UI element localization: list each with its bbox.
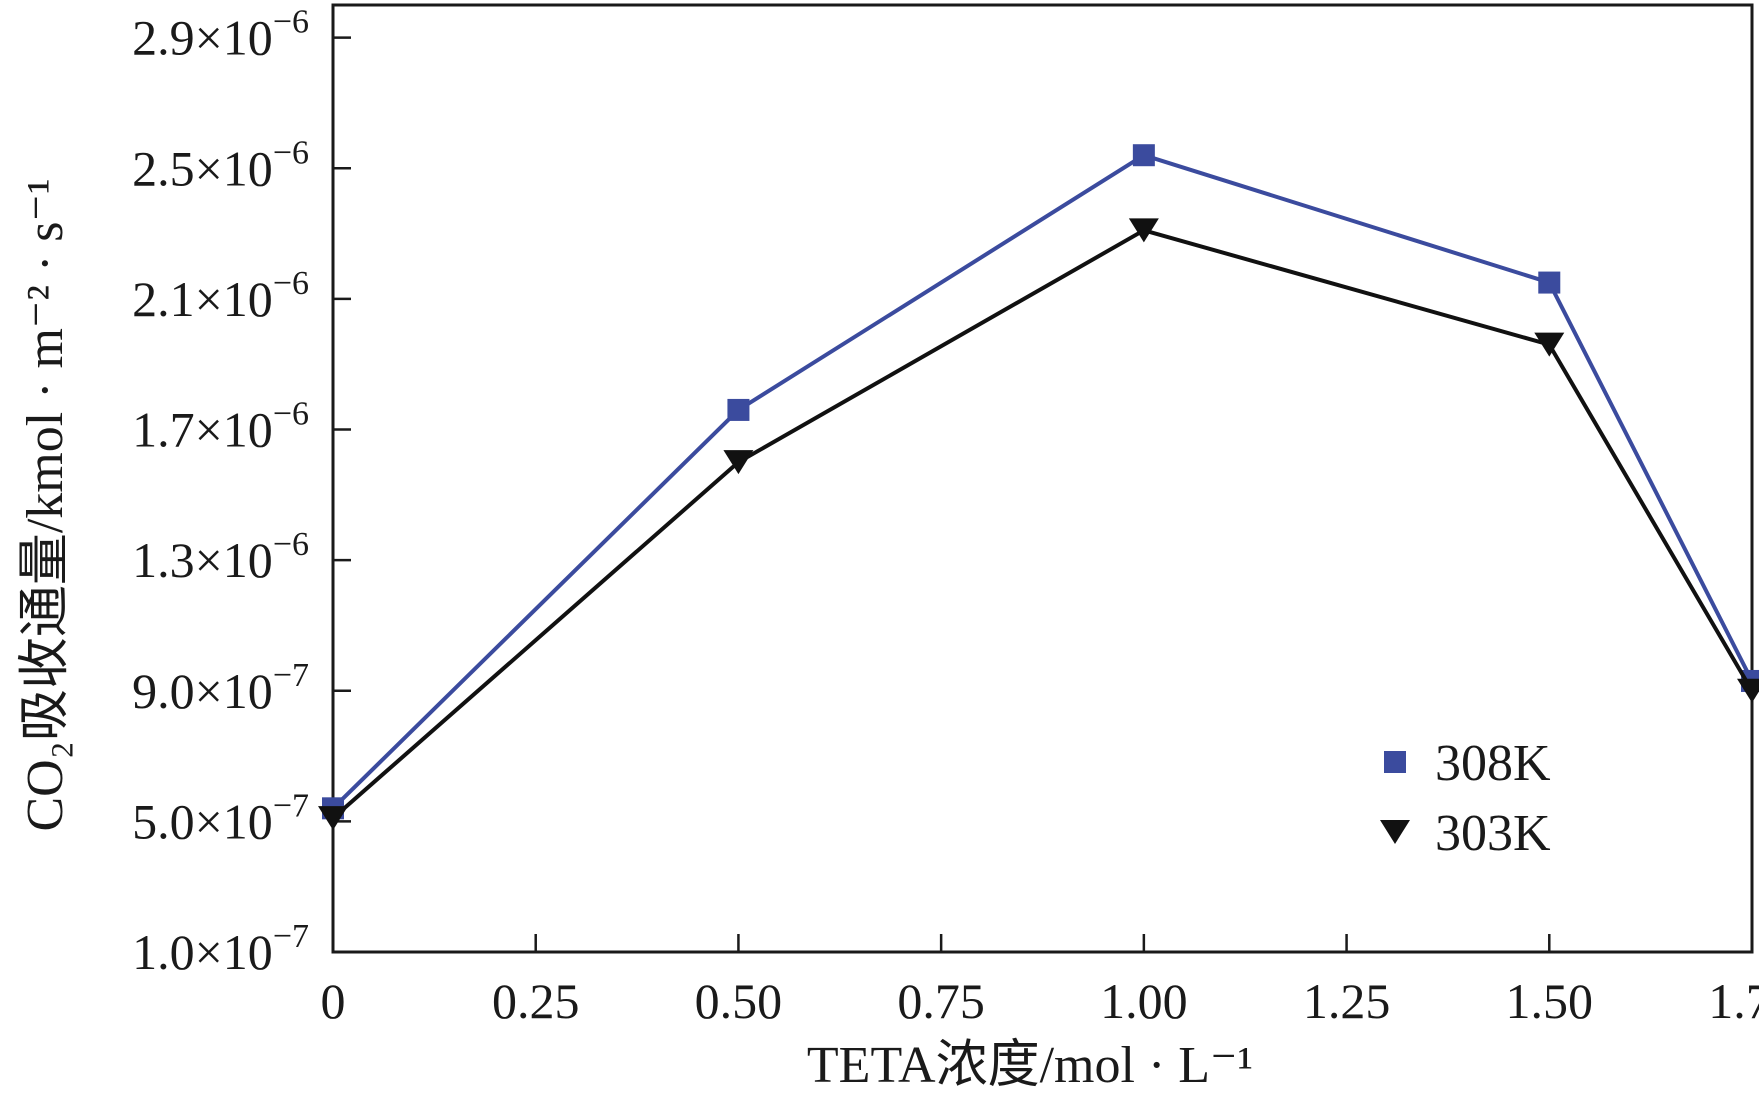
y-tick-label: 5.0×10−7 bbox=[132, 787, 309, 849]
legend-entry-308K: 308K bbox=[1384, 735, 1551, 792]
x-axis-title: TETA浓度/mol · L⁻¹ bbox=[807, 1037, 1253, 1094]
axis-ticks bbox=[331, 36, 1754, 954]
series-303K bbox=[318, 218, 1759, 831]
data-point-308K bbox=[1538, 271, 1561, 294]
data-point-303K bbox=[1534, 332, 1565, 357]
series-308K bbox=[322, 144, 1759, 820]
y-tick-label: 1.7×10−6 bbox=[132, 396, 309, 458]
data-series bbox=[318, 144, 1759, 831]
y-tick-label: 2.9×10−6 bbox=[132, 4, 309, 66]
data-point-303K bbox=[723, 450, 754, 475]
x-tick-label: 1.00 bbox=[1100, 973, 1188, 1029]
x-tick-label: 0.50 bbox=[695, 973, 783, 1029]
x-tick-label: 0 bbox=[321, 973, 346, 1029]
plot-frame bbox=[331, 3, 1754, 954]
x-tick-label: 0.25 bbox=[492, 973, 580, 1029]
x-tick-label: 1.50 bbox=[1506, 973, 1594, 1029]
y-tick-label: 2.5×10−6 bbox=[132, 134, 309, 196]
data-point-308K bbox=[1132, 144, 1155, 167]
data-point-303K bbox=[318, 806, 348, 831]
x-tick-label: 0.75 bbox=[897, 973, 985, 1029]
legend-entry-303K: 303K bbox=[1380, 805, 1551, 862]
axis-tick-labels: 0 0.25 0.50 0.75 1.00 1.25 1.50 1.75 1.0×10−7 5.0… bbox=[132, 4, 1759, 1029]
data-point-308K bbox=[727, 398, 750, 421]
y-tick-label: 1.3×10−6 bbox=[132, 526, 309, 588]
y-tick-label: 1.0×10−7 bbox=[132, 918, 309, 980]
legend-label: 303K bbox=[1435, 805, 1551, 862]
legend-marker-303K bbox=[1380, 820, 1410, 844]
legend: 308K 303K bbox=[1380, 735, 1551, 862]
y-tick-label: 9.0×10−7 bbox=[132, 657, 309, 719]
series-line-308K bbox=[331, 153, 1754, 810]
series-line-303K bbox=[331, 228, 1754, 820]
x-tick-label: 1.75 bbox=[1708, 973, 1759, 1029]
legend-marker-308K bbox=[1384, 751, 1406, 773]
y-axis-title: CO₂吸收通量/kmol · m⁻² · s⁻¹ bbox=[17, 178, 74, 831]
plot-frame-rect bbox=[331, 3, 1754, 954]
data-point-303K bbox=[1737, 678, 1759, 703]
y-tick-label: 2.1×10−6 bbox=[132, 265, 309, 327]
legend-label: 308K bbox=[1435, 735, 1551, 792]
data-point-303K bbox=[1128, 218, 1159, 243]
x-tick-label: 1.25 bbox=[1303, 973, 1391, 1029]
